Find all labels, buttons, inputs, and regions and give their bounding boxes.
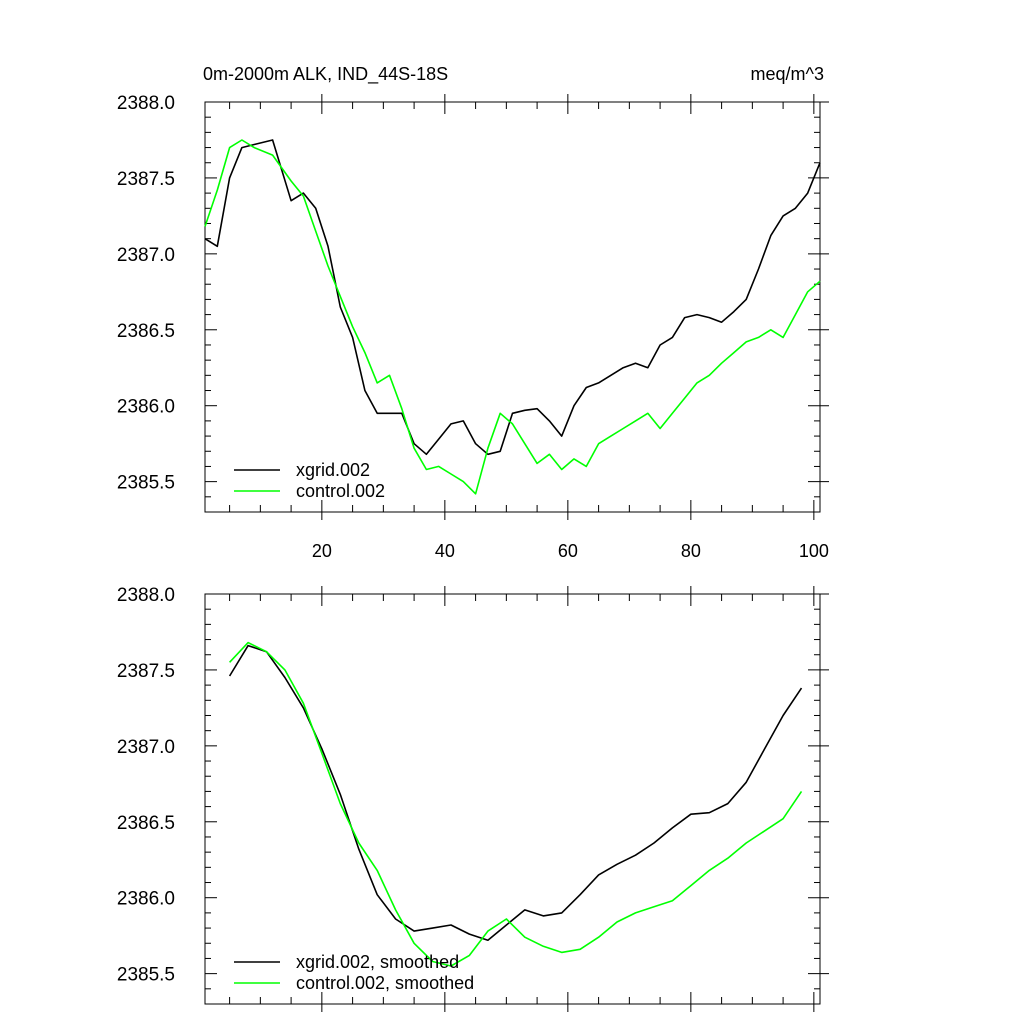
y-tick-label: 2385.5	[117, 473, 175, 494]
y-tick-label: 2386.5	[117, 813, 175, 834]
series-line-1	[228, 644, 803, 942]
x-tick-label: 40	[435, 541, 455, 561]
y-tick-label: 2387.5	[117, 169, 175, 190]
legend-label: control.002, smoothed	[296, 973, 474, 993]
plot-frame	[204, 593, 821, 1005]
y-tick-label: 2388.0	[117, 93, 175, 114]
series-line-2	[204, 139, 821, 495]
x-tick-label: 20	[312, 541, 332, 561]
legend-label: control.002	[296, 481, 385, 501]
chart-units: meq/m^3	[750, 64, 824, 84]
series-line-2	[229, 641, 803, 967]
y-tick-label: 2386.0	[117, 889, 175, 910]
bottom-panel: 2385.5 2386.0 2386.5 2387.0 2387.5 2388.0 xgri…	[117, 585, 829, 1012]
y-tick-label: 2388.0	[117, 585, 175, 606]
x-tick-label: 60	[558, 541, 578, 561]
series-line-1	[204, 139, 821, 456]
x-tick-label: 100	[799, 541, 829, 561]
y-tick-label: 2387.0	[117, 737, 175, 758]
legend-label: xgrid.002	[296, 460, 370, 480]
x-tick-label: 80	[681, 541, 701, 561]
top-panel: 20 40 60 80 100 2385.5 2386.0 2386.5 2387.0 2387.…	[117, 93, 829, 561]
chart-title: 0m-2000m ALK, IND_44S-18S	[203, 64, 449, 84]
y-tick-label: 2386.5	[117, 321, 175, 342]
y-tick-label: 2387.5	[117, 661, 175, 682]
y-tick-label: 2386.0	[117, 397, 175, 418]
y-tick-label: 2387.0	[117, 245, 175, 266]
plot-frame	[204, 101, 821, 513]
y-tick-label: 2385.5	[117, 965, 175, 986]
legend-label: xgrid.002, smoothed	[296, 952, 459, 972]
